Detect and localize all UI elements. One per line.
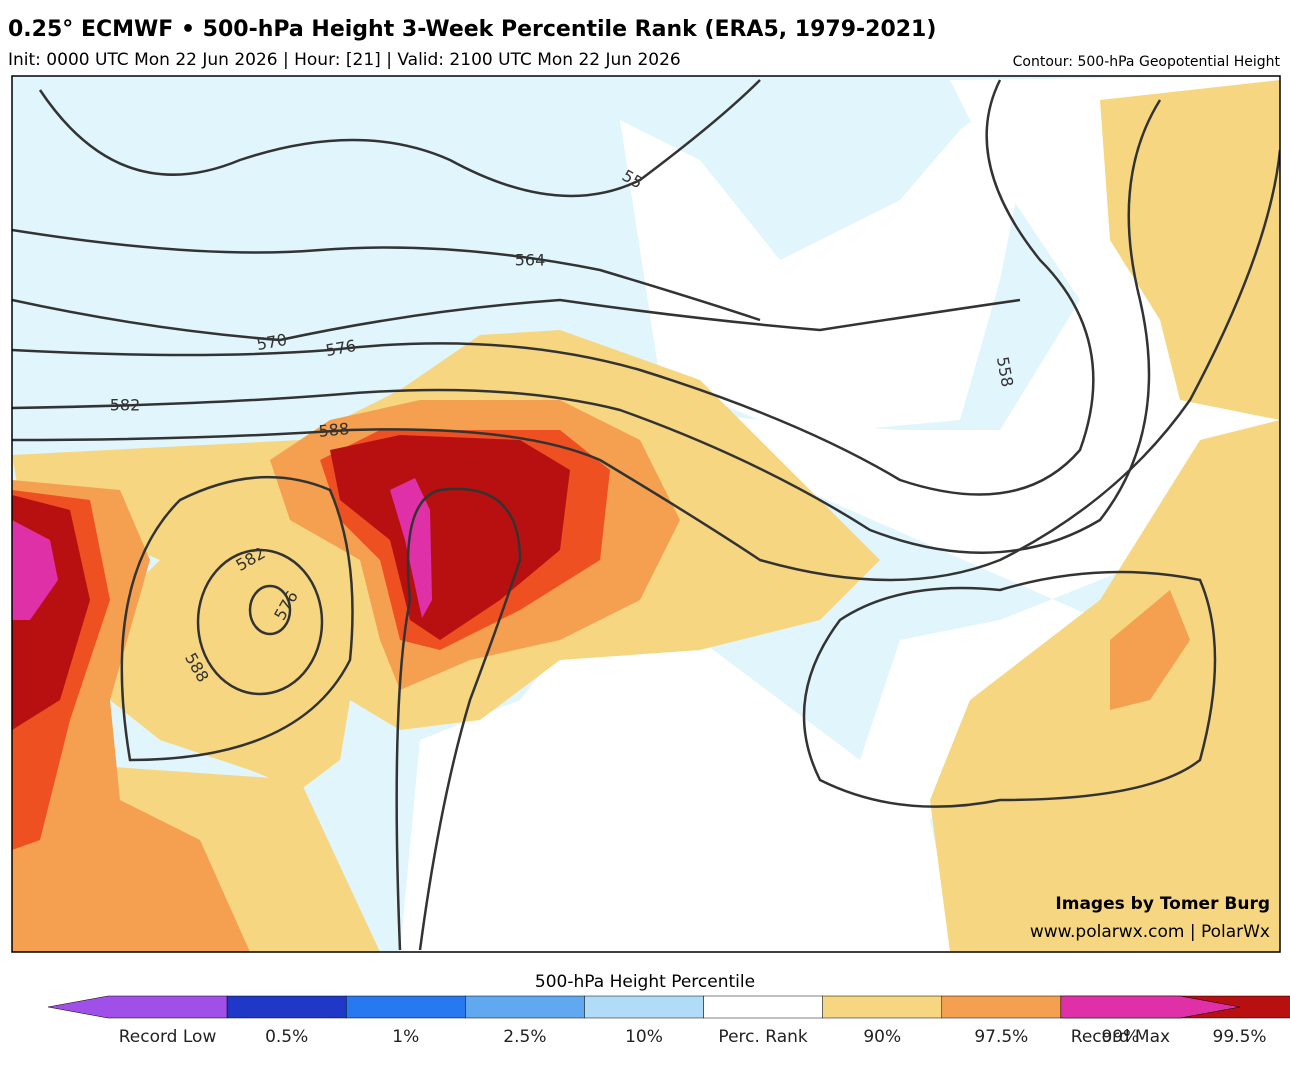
colorbar-label: 90% (863, 1027, 901, 1047)
contour-note: Contour: 500-hPa Geopotential Height (1013, 54, 1281, 70)
colorbar-label: Record Low (119, 1027, 217, 1047)
colorbar-title: 500-hPa Height Percentile (535, 972, 755, 992)
contours (12, 79, 1280, 951)
colorbar-segment (345, 995, 466, 1019)
map-frame (11, 75, 1281, 953)
colorbar-label: 99% (1102, 1027, 1140, 1047)
colorbar-label: Perc. Rank (718, 1027, 808, 1047)
subtitle: Init: 0000 UTC Mon 22 Jun 2026 | Hour: [… (8, 50, 681, 70)
percentile-90 (1100, 80, 1280, 420)
colorbar-segment (584, 995, 704, 1019)
colorbar-label: 1% (392, 1027, 419, 1047)
colorbar-label: 2.5% (503, 1027, 546, 1047)
percentile-975 (1110, 590, 1190, 710)
credit: Images by Tomer Burg (1055, 894, 1270, 914)
colorbar-segment (941, 995, 1062, 1019)
colorbar-segment (1060, 995, 1241, 1019)
colorbar-label: 99.5% (1213, 1027, 1267, 1047)
contour-label: 564 (515, 251, 546, 270)
colorbar-label: 0.5% (265, 1027, 308, 1047)
colorbar-segment (226, 995, 347, 1019)
colorbar-label: 10% (625, 1027, 663, 1047)
colorbar-segment (822, 995, 943, 1019)
colorbar-label: Record Max (1071, 1027, 1170, 1047)
percentile-90 (930, 420, 1280, 952)
map: Images by Tomer Burg www.polarwx.com | P… (11, 75, 1281, 953)
credit: www.polarwx.com | PolarWx (1030, 922, 1270, 942)
colorbar-segment (703, 995, 823, 1019)
contour-label: 588 (318, 419, 350, 441)
record-max (12, 520, 58, 620)
record-max (390, 478, 432, 618)
colorbar-segment (465, 995, 585, 1019)
neutral-area (620, 80, 1040, 430)
colorbar-label: 97.5% (974, 1027, 1028, 1047)
contour-label: 582 (110, 396, 141, 415)
colorbar-segment (47, 995, 228, 1019)
neutral-area (400, 76, 1280, 952)
colorbar: Record Low 0.5% 1% 2.5% 10% Perc. Rank 90% 97.5… (47, 995, 1290, 1047)
title: 0.25° ECMWF • 500-hPa Height 3-Week Perc… (8, 17, 936, 42)
